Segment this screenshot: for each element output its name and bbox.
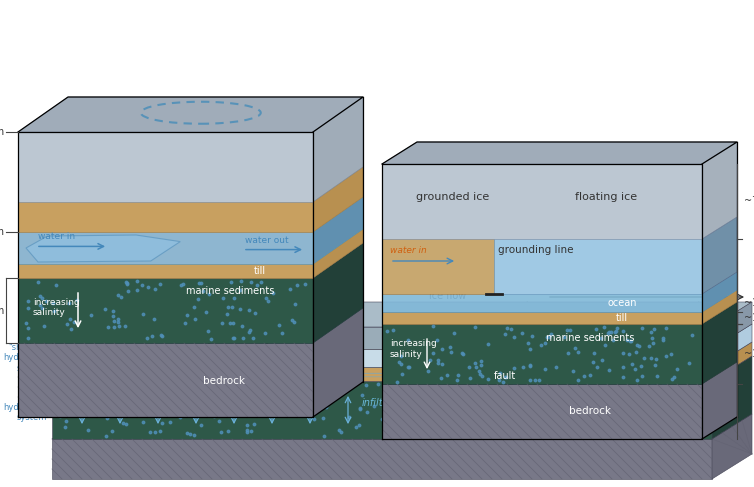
Polygon shape: [545, 367, 685, 379]
Polygon shape: [52, 356, 752, 381]
Polygon shape: [52, 342, 752, 367]
Polygon shape: [382, 142, 737, 164]
Polygon shape: [52, 349, 712, 367]
Text: ~10 m: ~10 m: [744, 313, 754, 323]
Polygon shape: [382, 294, 702, 312]
Text: fault: fault: [494, 371, 516, 381]
Text: "deep"
hydrologic
system: "deep" hydrologic system: [3, 392, 47, 422]
Polygon shape: [702, 290, 737, 324]
Polygon shape: [702, 217, 737, 294]
Polygon shape: [712, 342, 752, 381]
Polygon shape: [52, 381, 712, 439]
Polygon shape: [702, 272, 737, 312]
Text: ~800 m: ~800 m: [0, 127, 4, 137]
Polygon shape: [52, 367, 712, 381]
Polygon shape: [382, 384, 702, 439]
Text: floating ice: floating ice: [575, 192, 637, 202]
Polygon shape: [712, 356, 752, 439]
Polygon shape: [52, 327, 712, 349]
Text: bedrock: bedrock: [204, 375, 246, 386]
Text: bedrock: bedrock: [569, 406, 611, 416]
Polygon shape: [712, 302, 752, 349]
Text: upstream: upstream: [174, 291, 221, 301]
Text: increasing
salinity: increasing salinity: [33, 298, 80, 317]
Polygon shape: [712, 324, 752, 367]
Text: SLW: SLW: [227, 347, 249, 357]
Text: marine sediments: marine sediments: [546, 333, 634, 343]
Polygon shape: [313, 197, 363, 264]
Text: basal melt: basal melt: [389, 407, 440, 417]
Text: "shallow"
hydrologic
system: "shallow" hydrologic system: [3, 343, 47, 373]
Polygon shape: [52, 324, 752, 349]
Polygon shape: [712, 414, 752, 479]
Text: infiltration/exfiltration: infiltration/exfiltration: [362, 398, 468, 408]
Text: water out: water out: [245, 236, 289, 244]
Ellipse shape: [208, 363, 268, 383]
Polygon shape: [313, 167, 363, 232]
Text: water in: water in: [390, 246, 427, 255]
Polygon shape: [382, 239, 494, 294]
Text: water in: water in: [38, 232, 75, 242]
Ellipse shape: [620, 366, 660, 378]
Polygon shape: [313, 243, 363, 343]
Text: ice flow: ice flow: [429, 291, 467, 301]
Polygon shape: [494, 239, 702, 294]
Polygon shape: [18, 278, 313, 343]
Polygon shape: [702, 362, 737, 439]
Text: grounding line: grounding line: [498, 245, 573, 255]
Polygon shape: [26, 235, 180, 262]
Polygon shape: [18, 264, 313, 278]
Polygon shape: [52, 302, 752, 327]
Text: till: till: [616, 313, 628, 323]
Text: ~10 m: ~10 m: [0, 227, 4, 237]
Polygon shape: [313, 97, 363, 202]
Polygon shape: [18, 343, 313, 417]
Text: WGZ: WGZ: [597, 347, 623, 357]
Text: paleo seawater: paleo seawater: [263, 386, 342, 396]
Text: ~1000 m: ~1000 m: [0, 305, 4, 316]
Polygon shape: [313, 229, 363, 278]
Polygon shape: [313, 308, 363, 417]
Text: ocean: ocean: [607, 298, 636, 308]
Polygon shape: [18, 202, 313, 232]
Polygon shape: [18, 132, 313, 202]
Polygon shape: [702, 142, 737, 239]
Text: increasing
salinity: increasing salinity: [390, 339, 437, 359]
Text: ~1000 m: ~1000 m: [744, 349, 754, 359]
Polygon shape: [18, 232, 313, 264]
Text: till: till: [254, 266, 266, 276]
Polygon shape: [702, 302, 737, 384]
Polygon shape: [382, 312, 702, 324]
Polygon shape: [382, 324, 702, 384]
Polygon shape: [52, 414, 752, 439]
Text: SGD: SGD: [650, 378, 670, 387]
Polygon shape: [18, 97, 363, 132]
Text: marine sediments: marine sediments: [186, 286, 274, 296]
Polygon shape: [52, 439, 712, 479]
Text: ~750 m: ~750 m: [744, 196, 754, 206]
Text: grounded ice: grounded ice: [415, 192, 489, 202]
Polygon shape: [382, 164, 702, 239]
Text: ~10 m: ~10 m: [744, 298, 754, 308]
